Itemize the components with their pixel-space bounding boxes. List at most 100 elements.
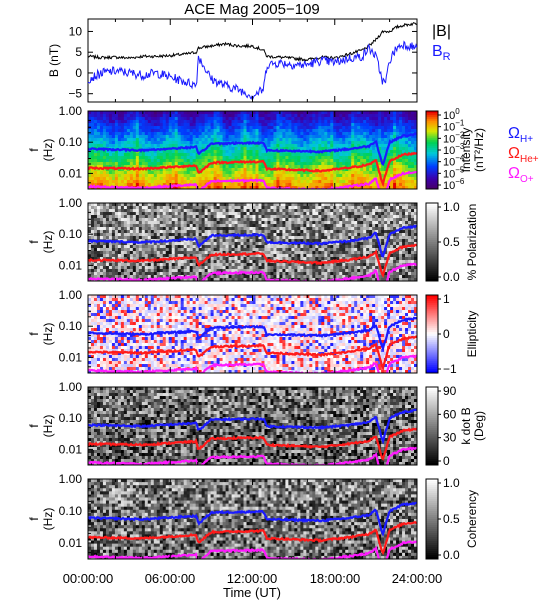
spectrogram-cell <box>309 144 313 148</box>
spectrogram-cell <box>408 150 412 154</box>
panel-2: 1.000.100.01f(Hz)10010−110−210−310−410−5… <box>27 104 486 192</box>
colorbar-swatch <box>426 157 438 161</box>
spectrogram-cell <box>294 209 298 213</box>
spectrogram-cell <box>309 230 313 234</box>
spectrogram-cell <box>264 242 268 246</box>
spectrogram-cell <box>132 263 137 267</box>
spectrogram-cell <box>315 126 319 130</box>
spectrogram-cell <box>207 239 212 243</box>
spectrogram-cell <box>201 209 206 213</box>
spectrogram-cell <box>291 141 295 145</box>
spectrogram-cell <box>411 117 415 121</box>
spectrogram-cell <box>192 269 197 273</box>
spectrogram-cell <box>261 165 265 169</box>
spectrogram-cell <box>414 135 417 139</box>
spectrogram-cell <box>111 150 116 154</box>
spectrogram-cell <box>180 186 185 189</box>
spectrogram-cell <box>231 120 235 124</box>
spectrogram-cell <box>300 209 304 213</box>
spectrogram-cell <box>282 126 286 130</box>
spectrogram-cell <box>393 156 397 160</box>
spectrogram-cell <box>225 209 229 213</box>
spectrogram-cell <box>88 120 92 124</box>
spectrogram-cell <box>285 111 289 115</box>
spectrogram-cell <box>231 114 235 118</box>
spectrogram-cell <box>270 111 274 115</box>
spectrogram-cell <box>207 174 212 178</box>
spectrogram-cell <box>303 147 307 151</box>
spectrogram-cell <box>279 135 283 139</box>
spectrogram-cell <box>141 135 146 139</box>
spectrogram-cell <box>345 114 349 118</box>
spectrogram-cell <box>207 251 212 255</box>
spectrogram-cell <box>252 278 256 281</box>
spectrogram-cell <box>117 236 122 240</box>
spectrogram-cell <box>240 162 244 166</box>
spectrogram-cell <box>387 174 391 178</box>
spectrogram-cell <box>405 147 409 151</box>
spectrogram-cell <box>258 218 262 222</box>
spectrogram-cell <box>303 212 307 216</box>
spectrogram-cell <box>201 150 206 154</box>
spectrogram-cell <box>237 239 241 243</box>
spectrogram-cell <box>88 129 92 133</box>
spectrogram-cell <box>249 251 253 255</box>
spectrogram-cell <box>219 215 223 219</box>
spectrogram-cell <box>96 209 101 213</box>
spectrogram-cell <box>336 144 340 148</box>
spectrogram-cell <box>240 168 244 172</box>
spectrogram-cell <box>102 126 107 130</box>
spectrogram-cell <box>300 227 304 231</box>
spectrogram-cell <box>144 156 149 160</box>
spectrogram-cell <box>312 153 316 157</box>
spectrogram-cell <box>390 144 394 148</box>
spectrogram-cell <box>123 132 128 136</box>
spectrogram-cell <box>294 147 298 151</box>
spectrogram-cell <box>249 165 253 169</box>
spectrogram-cell <box>408 147 412 151</box>
spectrogram-cell <box>153 254 158 258</box>
spectrogram-cell <box>300 245 304 249</box>
spectrogram-cell <box>162 180 167 184</box>
spectrogram-cell <box>276 215 280 219</box>
spectrogram-cell <box>162 275 167 279</box>
spectrogram-cell <box>333 144 337 148</box>
spectrogram-cell <box>108 165 113 169</box>
spectrogram-cell <box>396 153 400 157</box>
spectrogram-cell <box>321 165 325 169</box>
spectrogram-cell <box>291 206 295 210</box>
spectrogram-cell <box>324 147 328 151</box>
spectrogram-cell <box>123 138 128 142</box>
spectrogram-cell <box>270 174 274 178</box>
spectrogram-cell <box>156 257 161 261</box>
spectrogram-cell <box>345 177 349 181</box>
spectrogram-cell <box>342 132 346 136</box>
spectrogram-cell <box>162 141 167 145</box>
spectrogram-cell <box>207 203 212 207</box>
spectrogram-cell <box>213 153 218 157</box>
spectrogram-cell <box>315 186 319 189</box>
spectrogram-cell <box>201 218 206 222</box>
spectrogram-cell <box>327 135 331 139</box>
spectrogram-cell <box>303 257 307 261</box>
spectrogram-cell <box>126 159 131 163</box>
spectrogram-cell <box>237 126 241 130</box>
spectrogram-cell <box>138 254 143 258</box>
spectrogram-cell <box>216 257 220 261</box>
spectrogram-cell <box>102 138 107 142</box>
spectrogram-cell <box>135 183 140 187</box>
spectrogram-cell <box>363 132 367 136</box>
spectrogram-cell <box>129 266 134 270</box>
spectrogram-cell <box>129 236 134 240</box>
spectrogram-cell <box>381 165 385 169</box>
spectrogram-cell <box>243 242 247 246</box>
spectrogram-cell <box>210 183 215 187</box>
spectrogram-cell <box>279 209 283 213</box>
spectrogram-cell <box>195 221 200 225</box>
spectrogram-cell <box>162 120 167 124</box>
spectrogram-cell <box>396 135 400 139</box>
spectrogram-cell <box>414 168 417 172</box>
spectrogram-cell <box>285 153 289 157</box>
spectrogram-cell <box>138 209 143 213</box>
spectrogram-cell <box>141 245 146 249</box>
